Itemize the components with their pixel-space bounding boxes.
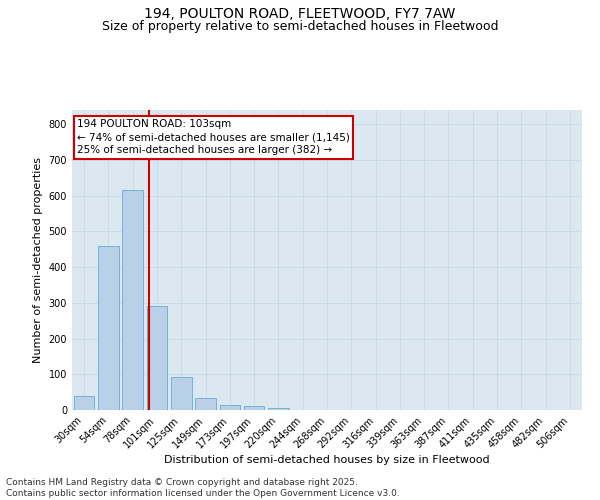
Bar bbox=[220, 404, 240, 410]
Text: Size of property relative to semi-detached houses in Fleetwood: Size of property relative to semi-detach… bbox=[102, 20, 498, 33]
Text: 194 POULTON ROAD: 103sqm
← 74% of semi-detached houses are smaller (1,145)
25% o: 194 POULTON ROAD: 103sqm ← 74% of semi-d… bbox=[77, 119, 350, 156]
Bar bbox=[74, 396, 94, 410]
Text: 194, POULTON ROAD, FLEETWOOD, FY7 7AW: 194, POULTON ROAD, FLEETWOOD, FY7 7AW bbox=[145, 8, 455, 22]
Bar bbox=[195, 398, 216, 410]
Bar bbox=[98, 246, 119, 410]
Bar bbox=[171, 377, 191, 410]
Bar bbox=[122, 190, 143, 410]
Bar bbox=[146, 306, 167, 410]
Text: Contains HM Land Registry data © Crown copyright and database right 2025.
Contai: Contains HM Land Registry data © Crown c… bbox=[6, 478, 400, 498]
X-axis label: Distribution of semi-detached houses by size in Fleetwood: Distribution of semi-detached houses by … bbox=[164, 456, 490, 466]
Bar bbox=[244, 406, 265, 410]
Bar bbox=[268, 408, 289, 410]
Y-axis label: Number of semi-detached properties: Number of semi-detached properties bbox=[33, 157, 43, 363]
